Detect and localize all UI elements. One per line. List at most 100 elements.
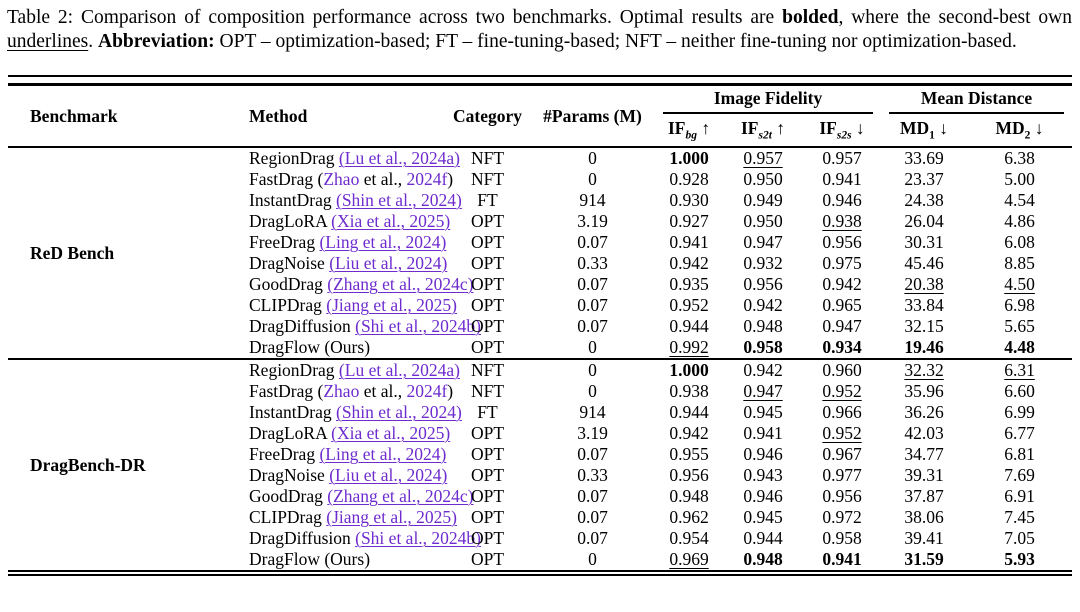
citation-text: et al., [359,381,407,401]
value-cell: 7.69 [1004,465,1035,485]
category-cell: OPT [470,465,505,485]
value-cell: 0.938 [669,381,709,401]
value-cell: 30.31 [904,232,944,252]
value-cell: 5.65 [1004,316,1035,336]
value-cell: 0.930 [669,190,709,210]
method-cell: DragFlow (Ours) [215,549,445,570]
value-cell: 6.77 [1004,423,1035,443]
method-cell: FreeDrag (Ling et al., 2024) [215,444,447,465]
column-header-md1: MD1 ↓ [900,118,949,142]
value-cell: 0.946 [743,486,783,506]
table-caption: Table 2: Comparison of composition perfo… [7,6,1072,54]
value-cell: 0.954 [669,528,709,548]
value-cell: 20.38 [904,274,944,294]
params-cell: 0.07 [577,295,608,315]
value-cell: 0.965 [822,295,862,315]
method-cell: RegionDrag (Lu et al., 2024a) [215,147,460,169]
table-row: GoodDrag (Zhang et al., 2024c) OPT 0.07 0.9… [8,486,1072,507]
column-header-ifs2s: IFs2s ↓ [819,118,865,142]
method-name: DragFlow [249,549,325,569]
value-cell: 23.37 [904,169,944,189]
method-cell: FastDrag (Zhao et al., 2024f) [215,169,453,190]
citation-link[interactable]: (Zhang et al., 2024c) [327,274,474,294]
value-cell: 34.77 [904,444,944,464]
params-cell: 0.07 [577,528,608,548]
params-cell: 0.07 [577,507,608,527]
value-cell: 0.949 [743,190,783,210]
value-cell: 0.956 [669,465,709,485]
citation-link[interactable]: (Ling et al., 2024) [319,444,447,464]
value-cell: 0.950 [743,211,783,231]
table-row: FreeDrag (Ling et al., 2024) OPT 0.07 0.941… [8,232,1072,253]
method-name: FastDrag [249,169,318,189]
table-row: DragNoise (Liu et al., 2024) OPT 0.33 0.942… [8,253,1072,274]
column-header-benchmark: Benchmark [30,105,118,126]
method-name: DragLoRA [249,423,332,443]
citation-link[interactable]: (Shin et al., 2024) [336,402,462,422]
category-cell: OPT [470,316,505,336]
value-cell: 0.946 [822,190,862,210]
citation-link[interactable]: Zhao [323,381,360,401]
caption-segment: , where the second-best own [838,7,1072,28]
citation-link[interactable]: (Ling et al., 2024) [319,232,447,252]
table-row: DragDiffusion (Shi et al., 2024b) OPT 0.07… [8,316,1072,337]
method-name: CLIPDrag [249,295,327,315]
params-cell: 3.19 [577,423,608,443]
caption-segment: . [88,31,98,52]
citation-text: ) [447,381,454,401]
table-row: ReD Bench RegionDrag (Lu et al., 2024a) NF… [8,147,1072,263]
value-cell: 4.48 [1004,337,1035,357]
params-cell: 0.07 [577,444,608,464]
citation-link[interactable]: (Shi et al., 2024b) [355,316,482,336]
value-cell: 6.31 [1004,360,1035,380]
citation-link[interactable]: (Liu et al., 2024) [329,253,448,273]
citation-link[interactable]: (Liu et al., 2024) [329,465,448,485]
citation-link[interactable]: 2024f [406,169,448,189]
value-cell: 4.50 [1004,274,1035,294]
method-name: GoodDrag [249,274,328,294]
value-cell: 0.948 [743,549,783,569]
value-cell: 39.31 [904,465,944,485]
method-cell: FastDrag (Zhao et al., 2024f) [215,381,453,402]
table-row: CLIPDrag (Jiang et al., 2025) OPT 0.07 0.95… [8,295,1072,316]
value-cell: 1.000 [669,148,709,168]
value-cell: 0.934 [822,337,862,357]
citation-link[interactable]: (Shin et al., 2024) [336,190,462,210]
value-cell: 6.38 [1004,148,1035,168]
citation-link[interactable]: (Zhang et al., 2024c) [327,486,474,506]
category-cell: OPT [470,253,505,273]
table-row: FreeDrag (Ling et al., 2024) OPT 0.07 0.955… [8,444,1072,465]
value-cell: 0.927 [669,211,709,231]
citation-text: (Ours) [324,549,371,569]
column-header-md2: MD2 ↓ [995,118,1044,142]
value-cell: 1.000 [669,360,709,380]
citation-link[interactable]: (Shi et al., 2024b) [355,528,482,548]
mean-distance-label: Mean Distance [889,88,1065,114]
citation-link[interactable]: (Xia et al., 2025) [331,211,451,231]
citation-link[interactable]: (Jiang et al., 2025) [326,295,458,315]
value-cell: 0.941 [669,232,709,252]
citation-link[interactable]: (Lu et al., 2024a) [338,360,460,380]
method-cell: DragDiffusion (Shi et al., 2024b) [215,316,481,337]
benchmark-block: ReD Bench RegionDrag (Lu et al., 2024a) NF… [8,147,1072,359]
citation-link[interactable]: (Xia et al., 2025) [331,423,451,443]
column-header-ifs2t: IFs2t ↑ [740,118,786,142]
citation-link[interactable]: 2024f [406,381,448,401]
table-bottom-rule [8,570,1072,576]
value-cell: 0.956 [822,232,862,252]
category-cell: OPT [470,295,505,315]
value-cell: 0.969 [669,549,709,569]
citation-link[interactable]: (Jiang et al., 2025) [326,507,458,527]
value-cell: 0.942 [822,274,862,294]
table-row: GoodDrag (Zhang et al., 2024c) OPT 0.07 0.9… [8,274,1072,295]
method-cell: DragNoise (Liu et al., 2024) [215,465,448,486]
value-cell: 0.945 [743,402,783,422]
value-cell: 38.06 [904,507,944,527]
value-cell: 0.952 [669,295,709,315]
citation-link[interactable]: (Lu et al., 2024a) [338,148,460,168]
value-cell: 0.975 [822,253,862,273]
params-cell: 0 [588,381,597,401]
citation-link[interactable]: Zhao [323,169,360,189]
method-name: FastDrag [249,381,318,401]
params-cell: 0.07 [577,232,608,252]
